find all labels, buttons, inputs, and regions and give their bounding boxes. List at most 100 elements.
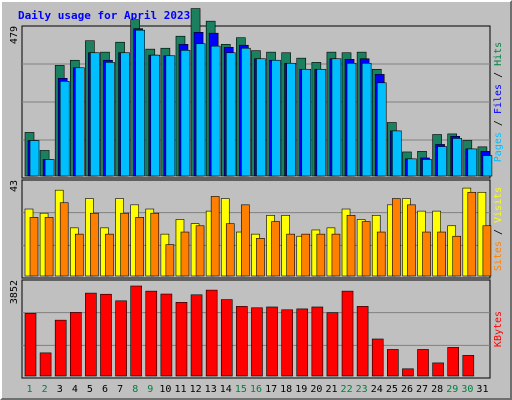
day-label-14: 14 [220, 384, 232, 395]
bar-sites-day-9 [150, 212, 160, 277]
day-label-28: 28 [431, 384, 443, 395]
bar-sites-day-22 [346, 215, 356, 277]
legend-entry: / [493, 66, 504, 84]
bar-sites-day-20 [316, 233, 326, 277]
bar-kbytes-day-4 [69, 312, 82, 377]
bar-sites-day-2 [44, 217, 54, 277]
bar-pages-day-5 [90, 52, 100, 177]
day-label-1: 1 [27, 384, 33, 395]
bar-pages-day-2 [44, 159, 55, 177]
day-label-5: 5 [87, 384, 93, 395]
bar-kbytes-day-13 [205, 289, 218, 377]
day-label-24: 24 [371, 384, 383, 395]
bar-pages-day-12 [195, 43, 206, 177]
bar-pages-day-19 [301, 68, 312, 177]
bar-kbytes-day-25 [387, 349, 399, 377]
day-label-17: 17 [265, 384, 277, 395]
legend-entry: Pages [493, 132, 504, 162]
bar-kbytes-day-15 [236, 306, 248, 377]
day-label-23: 23 [356, 384, 368, 395]
bar-pages-day-31 [482, 155, 493, 177]
bar-kbytes-day-26 [402, 368, 414, 377]
bar-sites-day-29 [452, 235, 462, 277]
bar-kbytes-day-16 [251, 307, 263, 377]
bar-kbytes-day-30 [462, 355, 475, 377]
bar-pages-day-21 [331, 58, 342, 177]
bar-pages-day-18 [286, 62, 296, 177]
bar-sites-day-12 [195, 225, 205, 277]
day-label-29: 29 [446, 384, 458, 395]
kbytes-panel: 3852 KBytes [9, 279, 504, 379]
day-label-8: 8 [132, 384, 138, 395]
bar-pages-day-9 [150, 54, 161, 177]
bar-sites-day-28 [437, 231, 446, 277]
legend-entry: Visits [493, 187, 504, 223]
hits-panel-ymax-label: 479 [9, 26, 20, 44]
bar-pages-day-6 [105, 62, 115, 177]
bar-pages-day-3 [59, 81, 70, 177]
day-label-30: 30 [461, 384, 473, 395]
bar-kbytes-day-17 [266, 306, 278, 377]
bar-pages-day-13 [210, 45, 221, 177]
bar-kbytes-day-9 [145, 290, 158, 377]
legend-entry: Hits [493, 42, 504, 66]
visits-panel: 43 Sites / Visits [9, 179, 504, 279]
bar-kbytes-day-18 [281, 309, 293, 377]
day-label-4: 4 [72, 384, 78, 395]
day-axis: 1 2 3 4 5 6 7 8 9 10 11 12 13 14 15 16 17 18 19 20 21 22 23 24 2… [27, 384, 489, 395]
day-label-9: 9 [147, 384, 153, 395]
bar-sites-day-15 [241, 204, 250, 277]
bar-sites-day-25 [392, 198, 401, 277]
bar-kbytes-day-3 [54, 319, 67, 377]
series-sites [29, 191, 492, 277]
bar-kbytes-day-23 [356, 306, 369, 377]
bar-kbytes-day-6 [100, 293, 112, 377]
visits-panel-ymax-label: 43 [9, 180, 20, 192]
day-label-6: 6 [102, 384, 108, 395]
bar-pages-day-15 [241, 47, 251, 177]
bar-pages-day-7 [120, 52, 130, 177]
bar-sites-day-31 [482, 225, 492, 277]
bar-sites-day-4 [74, 233, 84, 277]
visits-panel-legend: Sites / Visits [493, 187, 504, 271]
bar-pages-day-23 [361, 62, 372, 177]
day-label-26: 26 [401, 384, 413, 395]
bar-pages-day-4 [74, 67, 85, 177]
legend-entry: Files [493, 84, 504, 114]
bar-pages-day-10 [165, 55, 176, 177]
legend-entry: KBytes [493, 311, 504, 347]
day-label-16: 16 [250, 384, 262, 395]
bar-sites-day-16 [256, 238, 265, 277]
day-label-3: 3 [57, 384, 63, 395]
bar-sites-day-19 [301, 233, 311, 277]
bar-pages-day-14 [225, 52, 236, 177]
bar-sites-day-6 [105, 233, 114, 277]
bar-kbytes-day-22 [341, 290, 354, 377]
day-label-10: 10 [159, 384, 171, 395]
bar-kbytes-day-5 [85, 292, 97, 377]
day-label-18: 18 [280, 384, 292, 395]
day-label-11: 11 [174, 384, 186, 395]
bar-kbytes-day-21 [326, 312, 339, 377]
bar-kbytes-day-7 [115, 300, 127, 377]
bar-sites-day-7 [120, 212, 129, 277]
bar-sites-day-24 [376, 231, 386, 277]
day-label-2: 2 [42, 384, 48, 395]
day-label-25: 25 [386, 384, 398, 395]
bar-pages-day-29 [452, 138, 463, 177]
bar-sites-day-10 [165, 244, 175, 277]
bar-pages-day-25 [392, 130, 402, 177]
bar-sites-day-18 [286, 233, 295, 277]
day-label-19: 19 [295, 384, 307, 395]
day-label-22: 22 [341, 384, 353, 395]
bar-pages-day-11 [180, 50, 191, 177]
bar-sites-day-21 [331, 233, 341, 277]
bar-kbytes-day-14 [220, 299, 233, 377]
day-label-31: 31 [476, 384, 488, 395]
bar-kbytes-day-12 [190, 294, 203, 377]
bar-kbytes-day-1 [24, 313, 37, 377]
bar-sites-day-30 [467, 191, 477, 277]
legend-entry: Sites [493, 241, 504, 271]
